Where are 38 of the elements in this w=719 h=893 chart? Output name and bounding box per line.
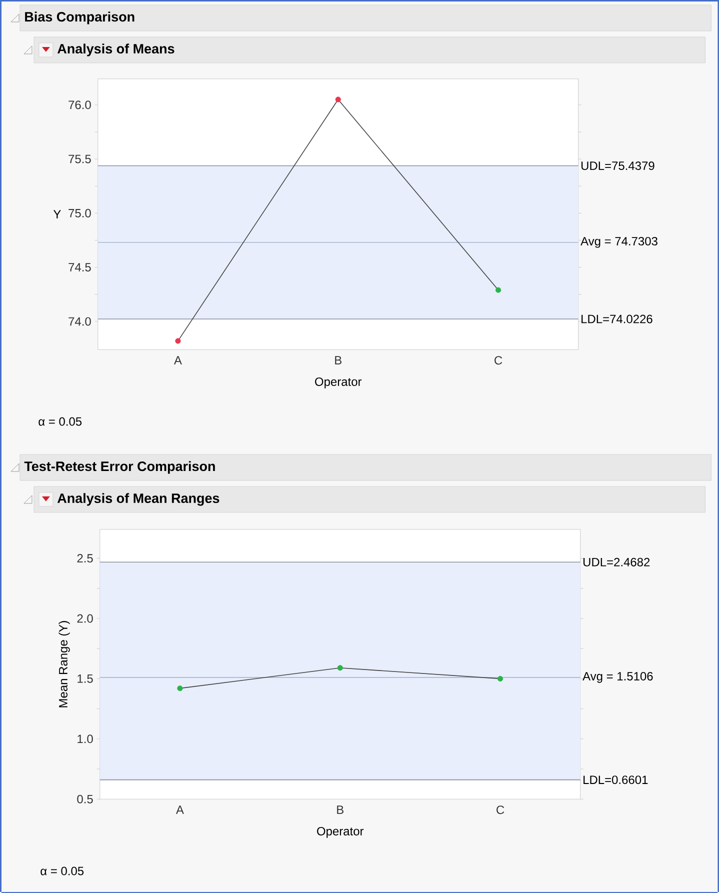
- y-tick-label: 1.5: [78, 674, 93, 683]
- x-axis-title: Operator: [314, 377, 362, 388]
- ref-line-label: LDL=74.0226: [581, 314, 652, 324]
- ref-line-label: LDL=0.6601: [583, 776, 648, 784]
- x-tick-label: C: [494, 356, 502, 365]
- x-tick-label: B: [335, 356, 342, 364]
- x-tick-label: A: [176, 806, 184, 814]
- point: [337, 665, 343, 671]
- y-tick-label: 0.5: [77, 794, 93, 804]
- point: [495, 287, 501, 293]
- point: [335, 96, 341, 102]
- y-tick-label: 2.0: [77, 614, 93, 623]
- y-tick-label: 75.5: [68, 154, 91, 164]
- text: α = 0.05: [38, 417, 82, 426]
- x-axis-title: Operator: [316, 826, 364, 838]
- y-tick-label: 2.5: [77, 554, 93, 563]
- chart-subtitle: Analysis of Mean Ranges: [57, 493, 220, 506]
- y-tick-label: 76.0: [68, 100, 91, 110]
- chart-subtitle: Analysis of Means: [57, 44, 174, 56]
- ref-line-label: Avg = 1.5106: [582, 672, 653, 683]
- point: [497, 676, 503, 682]
- ref-line-label: UDL=2.4682: [583, 558, 650, 566]
- y-axis-title: Mean Range (Y): [58, 621, 70, 708]
- y-axis-title: Y: [53, 210, 61, 218]
- text: α = 0.05: [40, 866, 84, 876]
- point: [177, 686, 183, 692]
- point: [175, 338, 181, 344]
- x-tick-label: B: [337, 806, 344, 814]
- y-tick-label: 1.0: [78, 734, 93, 744]
- y-tick-label: 75.0: [68, 208, 91, 218]
- x-tick-label: A: [174, 356, 182, 364]
- y-tick-label: 74.0: [68, 317, 91, 326]
- y-tick-label: 74.5: [68, 263, 91, 272]
- chart-title: Bias Comparison: [24, 12, 134, 24]
- x-tick-label: C: [496, 806, 504, 814]
- ref-line-label: Avg = 74.7303: [580, 236, 658, 248]
- chart-title: Test-Retest Error Comparison: [24, 461, 215, 474]
- ref-line-label: UDL=75.4379: [581, 162, 654, 170]
